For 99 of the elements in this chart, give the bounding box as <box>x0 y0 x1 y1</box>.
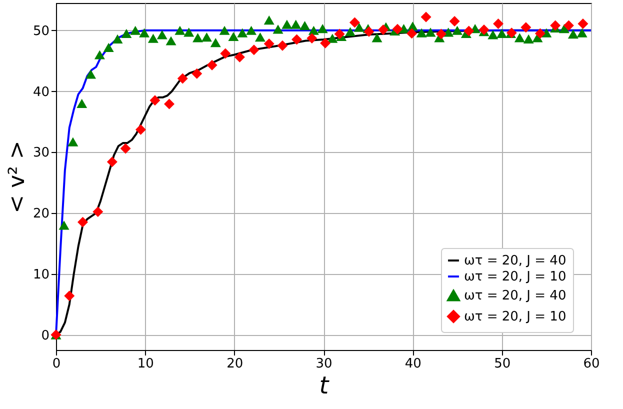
point <box>76 98 88 108</box>
point <box>443 28 454 37</box>
point <box>220 48 231 59</box>
point <box>130 26 141 35</box>
point <box>449 16 460 27</box>
x-tick-label: 50 <box>494 356 511 372</box>
x-tick-label: 60 <box>583 356 600 372</box>
point <box>327 34 338 43</box>
point <box>192 68 202 79</box>
point <box>317 24 328 34</box>
x-axis-title: t <box>319 372 330 400</box>
point <box>308 26 319 35</box>
point <box>106 156 118 168</box>
point <box>184 28 194 37</box>
point <box>452 26 462 35</box>
legend-label: ωτ = 20, J = 40 <box>464 288 566 304</box>
point <box>139 28 150 38</box>
point <box>103 42 114 52</box>
point <box>392 24 403 34</box>
y-tick-label: 20 <box>32 206 50 222</box>
point <box>306 33 318 44</box>
point <box>58 220 70 230</box>
y-tick-label: 40 <box>32 84 50 100</box>
point <box>150 95 160 106</box>
point <box>135 124 146 135</box>
point <box>210 38 221 48</box>
point <box>349 17 360 28</box>
point <box>234 52 245 62</box>
point <box>488 30 498 40</box>
legend-label: ωτ = 20, J = 10 <box>464 310 566 324</box>
point <box>416 28 427 38</box>
point <box>166 36 176 46</box>
x-tick-label: 40 <box>404 356 422 372</box>
point <box>514 33 525 42</box>
legend-label: ωτ = 20, J = 10 <box>464 270 566 284</box>
point <box>219 26 230 35</box>
point <box>254 32 266 42</box>
point <box>436 28 446 40</box>
y-axis-title: < v² > <box>4 140 30 214</box>
point <box>568 30 578 39</box>
point <box>228 32 239 42</box>
point <box>64 290 75 302</box>
y-tick-label: 50 <box>32 24 50 39</box>
point <box>406 28 418 39</box>
y-tick-label: 0 <box>41 328 50 344</box>
legend-label: ωτ = 20, J = 40 <box>464 254 566 268</box>
point <box>86 70 96 79</box>
point <box>246 26 257 35</box>
point <box>120 143 131 154</box>
point <box>420 12 432 22</box>
point <box>164 98 174 110</box>
point <box>92 206 104 218</box>
point <box>174 26 186 35</box>
point <box>478 24 490 36</box>
point <box>345 27 356 36</box>
point <box>292 34 302 45</box>
point <box>300 20 310 30</box>
point <box>290 20 302 29</box>
point <box>78 216 88 228</box>
point <box>520 22 532 33</box>
point <box>264 38 274 50</box>
point <box>550 20 561 31</box>
point <box>372 33 382 42</box>
point <box>112 34 123 44</box>
point <box>272 24 284 34</box>
y-tick-label: 10 <box>32 267 50 282</box>
point <box>206 60 218 70</box>
point <box>464 26 474 36</box>
point <box>148 34 158 43</box>
point <box>192 33 204 42</box>
point <box>248 44 260 56</box>
x-tick-label: 30 <box>316 356 332 372</box>
point <box>201 32 212 42</box>
point <box>578 18 588 29</box>
x-tick-label: 10 <box>137 356 154 372</box>
point <box>68 137 78 146</box>
point <box>354 22 364 32</box>
point <box>364 26 374 37</box>
point <box>496 28 508 38</box>
point <box>264 16 274 25</box>
point <box>576 28 588 38</box>
point <box>493 18 504 29</box>
point <box>334 28 345 40</box>
point <box>277 40 288 51</box>
point <box>523 34 534 44</box>
point <box>121 28 132 38</box>
point <box>237 28 248 38</box>
point <box>177 73 188 84</box>
point <box>156 30 168 40</box>
point <box>563 20 574 31</box>
point <box>425 28 436 37</box>
point <box>378 24 388 36</box>
point <box>282 20 292 29</box>
point <box>320 38 331 48</box>
x-tick-label: 0 <box>52 356 61 372</box>
x-tick-label: 20 <box>226 356 244 372</box>
point <box>94 50 105 60</box>
point <box>534 28 546 39</box>
y-tick-label: 30 <box>32 146 50 161</box>
